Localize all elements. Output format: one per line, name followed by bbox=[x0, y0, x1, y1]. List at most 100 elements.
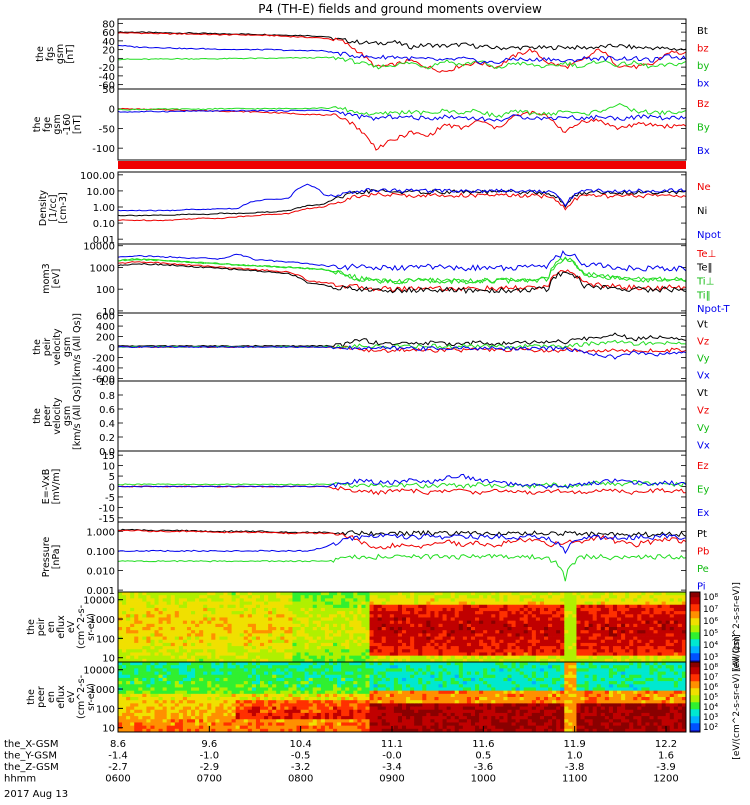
heatmap-cell bbox=[268, 630, 272, 634]
heatmap-cell bbox=[528, 630, 532, 634]
heatmap-cell bbox=[390, 630, 394, 634]
heatmap-cell bbox=[297, 700, 301, 704]
heatmap-cell bbox=[150, 649, 154, 653]
heatmap-cell bbox=[406, 684, 410, 688]
heatmap-cell bbox=[654, 598, 658, 602]
heatmap-cell bbox=[617, 624, 621, 628]
heatmap-cell bbox=[150, 722, 154, 726]
heatmap-cell bbox=[309, 697, 313, 701]
heatmap-cell bbox=[483, 627, 487, 631]
heatmap-cell bbox=[617, 611, 621, 615]
heatmap-cell bbox=[382, 624, 386, 628]
heatmap-cell bbox=[540, 640, 544, 644]
heatmap-cell bbox=[654, 605, 658, 609]
heatmap-cell bbox=[297, 697, 301, 701]
heatmap-cell bbox=[317, 640, 321, 644]
heatmap-cell bbox=[268, 592, 272, 596]
heatmap-cell bbox=[520, 652, 524, 656]
heatmap-cell bbox=[341, 681, 345, 685]
heatmap-cell bbox=[203, 656, 207, 660]
heatmap-cell bbox=[179, 598, 183, 602]
heatmap-cell bbox=[349, 672, 353, 676]
heatmap-cell bbox=[142, 624, 146, 628]
heatmap-cell bbox=[414, 656, 418, 660]
heatmap-cell bbox=[361, 646, 365, 650]
heatmap-cell bbox=[203, 624, 207, 628]
heatmap-cell bbox=[499, 652, 503, 656]
heatmap-cell bbox=[118, 684, 122, 688]
heatmap-cell bbox=[516, 595, 520, 599]
heatmap-cell bbox=[402, 611, 406, 615]
heatmap-cell bbox=[455, 652, 459, 656]
heatmap-cell bbox=[138, 700, 142, 704]
heatmap-cell bbox=[118, 694, 122, 698]
heatmap-cell bbox=[666, 598, 670, 602]
heatmap-cell bbox=[191, 697, 195, 701]
heatmap-cell bbox=[142, 605, 146, 609]
heatmap-cell bbox=[406, 672, 410, 676]
heatmap-cell bbox=[199, 621, 203, 625]
heatmap-cell bbox=[284, 624, 288, 628]
heatmap-cell bbox=[386, 675, 390, 679]
panel-frame bbox=[118, 172, 686, 244]
heatmap-cell bbox=[301, 703, 305, 707]
heatmap-cell bbox=[183, 668, 187, 672]
heatmap-cell bbox=[654, 649, 658, 653]
heatmap-cell bbox=[171, 624, 175, 628]
heatmap-cell bbox=[649, 605, 653, 609]
heatmap-cell bbox=[540, 617, 544, 621]
heatmap-cell bbox=[183, 614, 187, 618]
heatmap-cell bbox=[142, 640, 146, 644]
heatmap-cell bbox=[309, 691, 313, 695]
heatmap-cell bbox=[495, 637, 499, 641]
heatmap-cell bbox=[305, 681, 309, 685]
heatmap-cell bbox=[370, 656, 374, 660]
heatmap-cell bbox=[325, 640, 329, 644]
heatmap-cell bbox=[641, 624, 645, 628]
heatmap-cell bbox=[585, 646, 589, 650]
heatmap-cell bbox=[163, 691, 167, 695]
heatmap-cell bbox=[199, 630, 203, 634]
heatmap-cell bbox=[167, 605, 171, 609]
heatmap-cell bbox=[305, 691, 309, 695]
heatmap-cell bbox=[361, 611, 365, 615]
heatmap-cell bbox=[183, 713, 187, 717]
heatmap-cell bbox=[410, 640, 414, 644]
heatmap-cell bbox=[483, 602, 487, 606]
heatmap-cell bbox=[512, 633, 516, 637]
heatmap-cell bbox=[321, 633, 325, 637]
heatmap-cell bbox=[292, 678, 296, 682]
heatmap-cell bbox=[548, 646, 552, 650]
heatmap-cell bbox=[422, 595, 426, 599]
heatmap-cell bbox=[301, 646, 305, 650]
heatmap-cell bbox=[564, 646, 568, 650]
heatmap-cell bbox=[507, 649, 511, 653]
heatmap-cell bbox=[150, 605, 154, 609]
heatmap-cell bbox=[142, 608, 146, 612]
heatmap-cell bbox=[171, 592, 175, 596]
heatmap-cell bbox=[353, 643, 357, 647]
heatmap-cell bbox=[357, 719, 361, 723]
heatmap-cell bbox=[333, 630, 337, 634]
heatmap-cell bbox=[585, 617, 589, 621]
heatmap-cell bbox=[203, 675, 207, 679]
heatmap-cell bbox=[228, 726, 232, 730]
heatmap-cell bbox=[183, 697, 187, 701]
heatmap-cell bbox=[118, 716, 122, 720]
heatmap-cell bbox=[199, 722, 203, 726]
heatmap-cell bbox=[122, 595, 126, 599]
heatmap-cell bbox=[357, 640, 361, 644]
heatmap-cell bbox=[232, 637, 236, 641]
heatmap-cell bbox=[211, 656, 215, 660]
heatmap-cell bbox=[175, 668, 179, 672]
heatmap-cell bbox=[593, 646, 597, 650]
heatmap-cell bbox=[552, 621, 556, 625]
heatmap-cell bbox=[637, 598, 641, 602]
heatmap-cell bbox=[232, 598, 236, 602]
heatmap-cell bbox=[252, 614, 256, 618]
heatmap-cell bbox=[382, 633, 386, 637]
heatmap-cell bbox=[256, 691, 260, 695]
heatmap-cell bbox=[467, 652, 471, 656]
heatmap-cell bbox=[487, 643, 491, 647]
heatmap-cell bbox=[585, 627, 589, 631]
